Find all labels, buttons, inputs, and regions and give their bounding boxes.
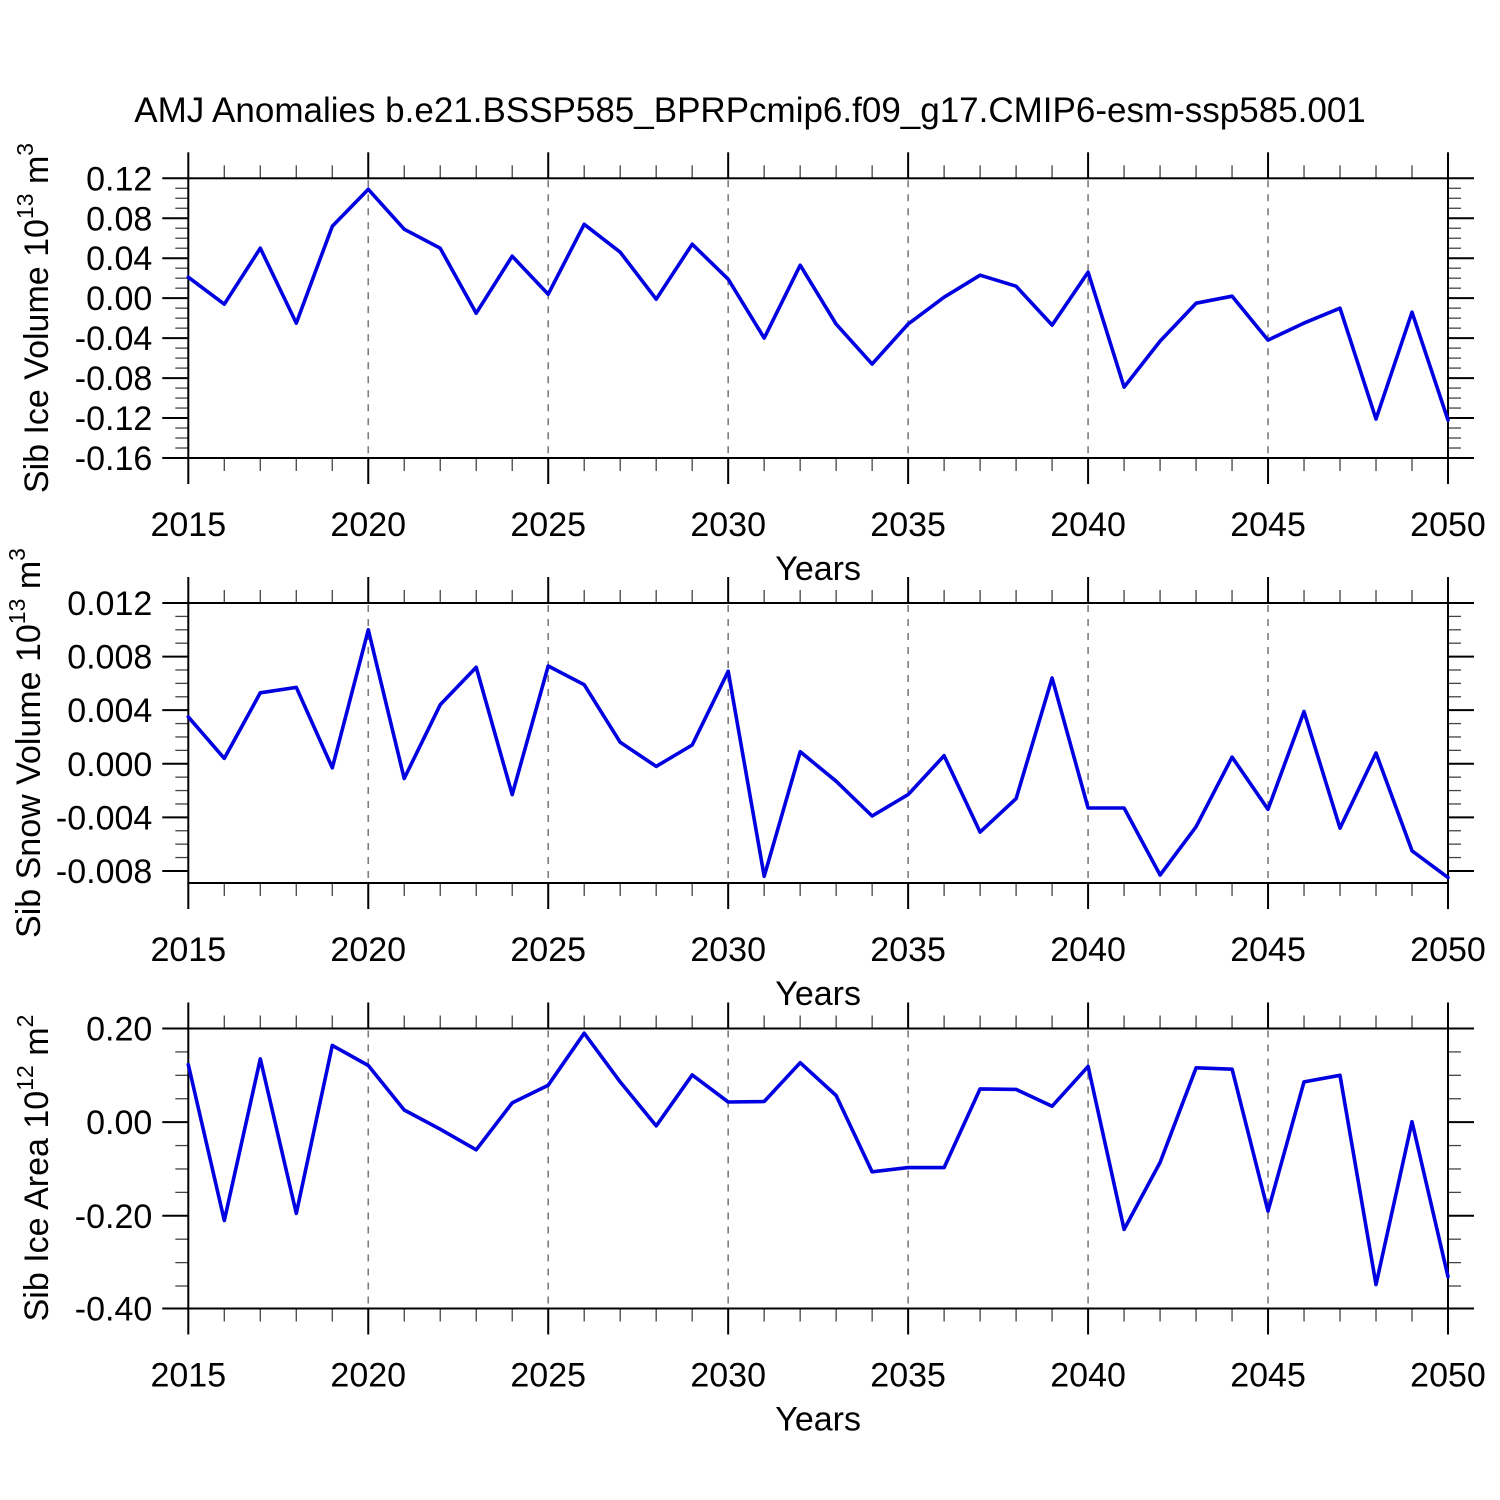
x-tick-label: 2015 [150, 506, 226, 544]
y-tick-label: -0.40 [75, 1291, 153, 1329]
x-axis-title: Years [775, 975, 861, 1013]
x-tick-label: 2040 [1050, 1357, 1126, 1395]
x-tick-label: 2050 [1410, 1357, 1486, 1395]
x-axis-title: Years [775, 550, 861, 588]
panel-1-plot: 0.120.080.040.00-0.04-0.08-0.12-0.16 2015… [75, 152, 1486, 588]
x-tick-label: 2020 [330, 506, 406, 544]
panel-2-y-axis-title: Sib Snow Volume 1013 m3 [4, 548, 48, 938]
y-title-exponent: 12 [12, 1065, 38, 1091]
x-tick-label: 2035 [870, 1357, 946, 1395]
plot-frame [187, 177, 1449, 460]
y-tick-label: -0.16 [75, 440, 153, 478]
x-tick-label: 2040 [1050, 506, 1126, 544]
y-title-unit-exponent: 3 [12, 143, 38, 156]
y-tick-label: 0.004 [67, 692, 152, 730]
y-tick-label: -0.004 [56, 799, 152, 837]
x-tick-label: 2030 [690, 931, 766, 969]
x-axis-title: Years [775, 1401, 861, 1439]
x-tick-label: 2035 [870, 931, 946, 969]
y-title-text: Sib Ice Area 10 [18, 1091, 56, 1322]
panel-2-plot: 0.012 0.008 0.004 0.000 -0.004 -0.008 2015 2020… [56, 577, 1486, 1013]
x-tick-label: 2050 [1410, 931, 1486, 969]
y-tick-label: 0.012 [67, 585, 152, 623]
y-tick-label: 0.008 [67, 639, 152, 677]
panel-1-y-axis-title: Sib Ice Volume 1013 m3 [12, 143, 56, 493]
data-line [186, 1031, 1450, 1287]
panel-3-plot: 0.20 0.00 -0.20 -0.40 2015 2020 2025 2030 2035 20… [75, 1002, 1486, 1439]
y-tick-label: -0.20 [75, 1198, 153, 1236]
plot-frame [187, 602, 1449, 884]
x-tick-label: 2045 [1230, 931, 1306, 969]
y-title-text: Sib Snow Volume 10 [10, 624, 48, 938]
x-tick-label: 2025 [510, 931, 586, 969]
y-tick-label: 0.000 [67, 746, 152, 784]
y-title-text: Sib Ice Volume 10 [18, 219, 56, 493]
y-tick-label: 0.00 [86, 1104, 152, 1142]
x-tick-label: 2025 [510, 506, 586, 544]
x-tick-label: 2045 [1230, 506, 1306, 544]
y-tick-label: -0.08 [75, 360, 153, 398]
y-tick-label: 0.00 [86, 280, 152, 318]
data-line [186, 187, 1450, 422]
y-title-unit-exponent: 2 [12, 1015, 38, 1028]
y-title-unit: m [18, 156, 56, 194]
x-tick-label: 2015 [150, 931, 226, 969]
y-title-exponent: 13 [12, 193, 38, 219]
x-tick-label: 2045 [1230, 1357, 1306, 1395]
x-tick-label: 2035 [870, 506, 946, 544]
y-tick-label: -0.008 [56, 853, 152, 891]
y-tick-label: -0.04 [75, 320, 153, 358]
x-tick-label: 2015 [150, 1357, 226, 1395]
x-tick-label: 2020 [330, 931, 406, 969]
y-tick-label: 0.04 [86, 240, 152, 278]
x-tick-label: 2020 [330, 1357, 406, 1395]
y-tick-label: -0.12 [75, 400, 153, 438]
x-tick-label: 2030 [690, 506, 766, 544]
data-line [186, 627, 1450, 880]
y-tick-label: 0.12 [86, 160, 152, 198]
plot-frame [187, 1027, 1449, 1310]
y-title-exponent: 13 [4, 599, 30, 625]
y-tick-label: 0.20 [86, 1011, 152, 1049]
figure-title: AMJ Anomalies b.e21.BSSP585_BPRPcmip6.f0… [134, 91, 1366, 130]
y-title-unit-exponent: 3 [4, 548, 30, 561]
y-title-unit: m [10, 561, 48, 599]
x-tick-label: 2040 [1050, 931, 1126, 969]
y-title-unit: m [18, 1027, 56, 1065]
x-tick-label: 2030 [690, 1357, 766, 1395]
x-tick-label: 2025 [510, 1357, 586, 1395]
panel-3-y-axis-title: Sib Ice Area 1012 m2 [12, 1015, 56, 1322]
x-tick-label: 2050 [1410, 506, 1486, 544]
y-tick-label: 0.08 [86, 200, 152, 238]
